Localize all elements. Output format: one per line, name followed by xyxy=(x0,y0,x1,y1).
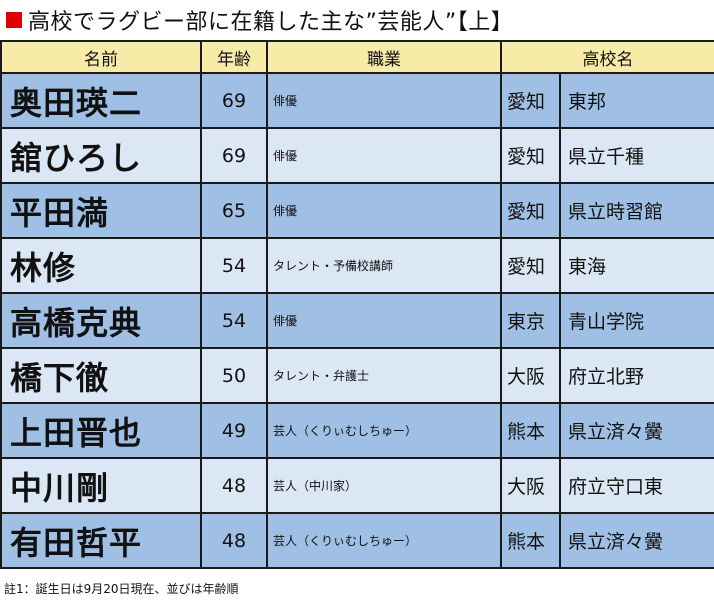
cell-name: 橋下徹 xyxy=(0,347,202,404)
cell-prefecture: 熊本 xyxy=(500,402,561,459)
cell-prefecture: 愛知 xyxy=(500,182,561,239)
cell-age: 65 xyxy=(200,182,268,239)
header-age: 年齢 xyxy=(200,40,268,74)
table-header-row: 名前 年齢 職業 高校名 xyxy=(0,40,714,74)
cell-job: 俳優 xyxy=(266,127,502,184)
celebrity-table: 名前 年齢 職業 高校名 奥田瑛二 69 俳優 愛知 東邦 舘ひろし 69 俳優… xyxy=(0,40,714,569)
footnote: 註1：誕生日は9月20日現在、並びは年齢順 xyxy=(0,573,714,603)
cell-name: 中川剛 xyxy=(0,457,202,514)
cell-prefecture: 大阪 xyxy=(500,347,561,404)
cell-age: 69 xyxy=(200,127,268,184)
table-row: 橋下徹 50 タレント・弁護士 大阪 府立北野 xyxy=(0,347,714,404)
header-name: 名前 xyxy=(0,40,202,74)
table-row: 舘ひろし 69 俳優 愛知 県立千種 xyxy=(0,127,714,184)
cell-age: 49 xyxy=(200,402,268,459)
cell-job: 芸人（中川家） xyxy=(266,457,502,514)
cell-age: 50 xyxy=(200,347,268,404)
cell-prefecture: 東京 xyxy=(500,292,561,349)
cell-prefecture: 大阪 xyxy=(500,457,561,514)
cell-age: 54 xyxy=(200,292,268,349)
cell-age: 48 xyxy=(200,512,268,569)
cell-job: 俳優 xyxy=(266,182,502,239)
cell-job: タレント・弁護士 xyxy=(266,347,502,404)
cell-name: 平田満 xyxy=(0,182,202,239)
cell-age: 54 xyxy=(200,237,268,294)
cell-school: 県立千種 xyxy=(559,127,714,184)
cell-name: 高橋克典 xyxy=(0,292,202,349)
cell-age: 48 xyxy=(200,457,268,514)
table-row: 上田晋也 49 芸人（くりぃむしちゅー） 熊本 県立済々黌 xyxy=(0,402,714,459)
header-job: 職業 xyxy=(266,40,502,74)
cell-prefecture: 愛知 xyxy=(500,127,561,184)
cell-school: 県立済々黌 xyxy=(559,512,714,569)
table-row: 林修 54 タレント・予備校講師 愛知 東海 xyxy=(0,237,714,294)
cell-name: 林修 xyxy=(0,237,202,294)
footnote-text: 註1：誕生日は9月20日現在、並びは年齢順 xyxy=(4,581,239,596)
header-school: 高校名 xyxy=(500,40,714,74)
cell-school: 青山学院 xyxy=(559,292,714,349)
page-title: 高校でラグビー部に在籍した主な”芸能人”【上】 xyxy=(28,10,514,35)
cell-job: 芸人（くりぃむしちゅー） xyxy=(266,512,502,569)
cell-school: 東海 xyxy=(559,237,714,294)
table-row: 有田哲平 48 芸人（くりぃむしちゅー） 熊本 県立済々黌 xyxy=(0,512,714,569)
cell-prefecture: 愛知 xyxy=(500,237,561,294)
cell-school: 府立北野 xyxy=(559,347,714,404)
cell-age: 69 xyxy=(200,72,268,129)
cell-school: 東邦 xyxy=(559,72,714,129)
table-row: 高橋克典 54 俳優 東京 青山学院 xyxy=(0,292,714,349)
cell-job: 俳優 xyxy=(266,292,502,349)
cell-school: 県立時習館 xyxy=(559,182,714,239)
cell-job: 芸人（くりぃむしちゅー） xyxy=(266,402,502,459)
table-row: 中川剛 48 芸人（中川家） 大阪 府立守口東 xyxy=(0,457,714,514)
cell-school: 県立済々黌 xyxy=(559,402,714,459)
red-square-icon xyxy=(6,12,22,28)
cell-name: 有田哲平 xyxy=(0,512,202,569)
cell-prefecture: 愛知 xyxy=(500,72,561,129)
cell-name: 上田晋也 xyxy=(0,402,202,459)
cell-job: 俳優 xyxy=(266,72,502,129)
cell-job: タレント・予備校講師 xyxy=(266,237,502,294)
cell-school: 府立守口東 xyxy=(559,457,714,514)
cell-name: 舘ひろし xyxy=(0,127,202,184)
cell-name: 奥田瑛二 xyxy=(0,72,202,129)
table-row: 平田満 65 俳優 愛知 県立時習館 xyxy=(0,182,714,239)
title-bar: 高校でラグビー部に在籍した主な”芸能人”【上】 xyxy=(0,0,714,40)
table-row: 奥田瑛二 69 俳優 愛知 東邦 xyxy=(0,72,714,129)
cell-prefecture: 熊本 xyxy=(500,512,561,569)
